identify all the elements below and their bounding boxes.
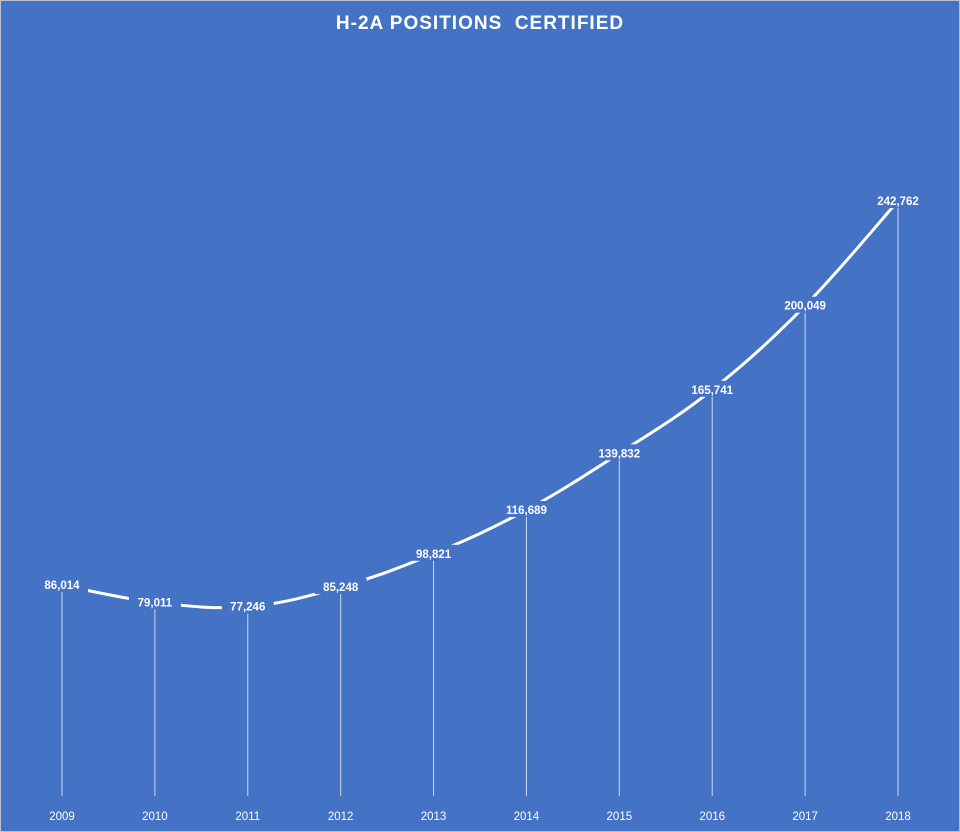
x-tick-label-2015: 2015 <box>607 811 633 823</box>
data-label-bg-2016 <box>686 380 739 397</box>
x-tick-label-2014: 2014 <box>514 811 540 823</box>
chart-title: H-2A POSITIONS CERTIFIED <box>335 13 625 34</box>
data-label-2013: 98,821 <box>416 549 452 561</box>
data-label-2018: 242,762 <box>877 196 919 208</box>
data-label-2016: 165,741 <box>691 385 733 397</box>
data-label-bg-2011 <box>221 597 274 614</box>
data-label-2017: 200,049 <box>784 301 826 313</box>
x-tick-label-2009: 2009 <box>49 811 75 823</box>
data-label-bg-2014 <box>500 500 553 517</box>
data-label-bg-2015 <box>593 444 646 461</box>
x-tick-label-2011: 2011 <box>235 811 260 823</box>
series-line <box>60 199 900 610</box>
data-label-bg-2012 <box>314 578 367 595</box>
x-tick-label-2013: 2013 <box>421 811 447 823</box>
data-label-2012: 85,248 <box>323 582 359 594</box>
data-label-2015: 139,832 <box>599 448 641 460</box>
data-label-bg-2009 <box>36 576 88 593</box>
data-label-bg-2018 <box>872 192 924 208</box>
data-label-bg-2017 <box>779 296 832 313</box>
x-tick-label-2018: 2018 <box>885 811 911 823</box>
x-tick-label-2017: 2017 <box>792 811 818 823</box>
data-label-2011: 77,246 <box>230 602 265 614</box>
data-label-bg-2010 <box>128 593 181 610</box>
data-label-2014: 116,689 <box>506 505 547 517</box>
x-tick-label-2010: 2010 <box>142 811 168 823</box>
data-label-2010: 79,011 <box>138 597 173 609</box>
x-tick-label-2016: 2016 <box>699 811 725 823</box>
data-label-bg-2013 <box>407 544 460 561</box>
data-label-2009: 86,014 <box>44 580 80 592</box>
x-tick-label-2012: 2012 <box>328 811 354 823</box>
